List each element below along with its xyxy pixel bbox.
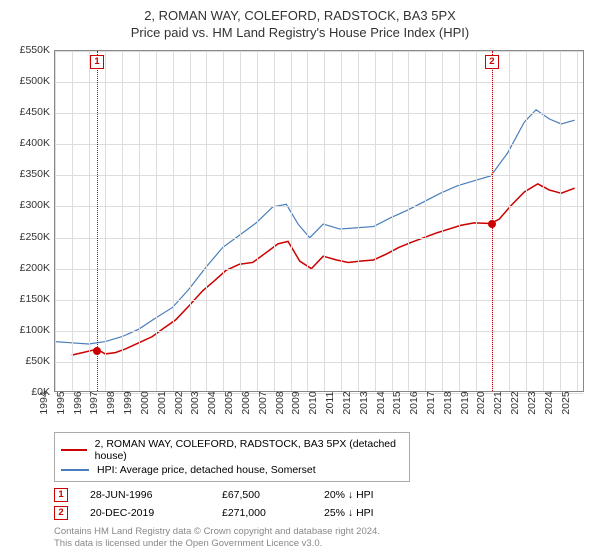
footnote-line: This data is licensed under the Open Gov… xyxy=(54,538,590,550)
sale-dot xyxy=(93,347,101,355)
gridline-v xyxy=(425,51,426,391)
sale-date: 20-DEC-2019 xyxy=(90,507,200,519)
x-tick-label: 2025 xyxy=(561,391,591,414)
sale-index-box: 1 xyxy=(90,55,104,69)
y-tick-label: £500K xyxy=(10,75,50,87)
gridline-h xyxy=(55,206,583,207)
gridline-v xyxy=(442,51,443,391)
gridline-v xyxy=(291,51,292,391)
gridline-v xyxy=(307,51,308,391)
sale-diff: 20% ↓ HPI xyxy=(324,489,424,501)
y-tick-label: £350K xyxy=(10,168,50,180)
y-tick-label: £450K xyxy=(10,106,50,118)
y-tick-label: £300K xyxy=(10,199,50,211)
gridline-h xyxy=(55,300,583,301)
gridline-v xyxy=(274,51,275,391)
gridline-h xyxy=(55,331,583,332)
sale-index-box: 2 xyxy=(485,55,499,69)
gridline-v xyxy=(89,51,90,391)
legend-swatch xyxy=(61,469,89,471)
gridline-v xyxy=(526,51,527,391)
legend-row: HPI: Average price, detached house, Some… xyxy=(61,463,403,477)
y-tick-label: £150K xyxy=(10,293,50,305)
gridline-v xyxy=(156,51,157,391)
gridline-v xyxy=(139,51,140,391)
sale-index: 2 xyxy=(54,506,68,520)
gridline-v xyxy=(392,51,393,391)
legend-label: HPI: Average price, detached house, Some… xyxy=(97,464,316,476)
sale-price: £67,500 xyxy=(222,489,302,501)
gridline-v xyxy=(324,51,325,391)
gridline-v xyxy=(476,51,477,391)
gridline-h xyxy=(55,238,583,239)
gridline-v xyxy=(408,51,409,391)
chart-container: 2, ROMAN WAY, COLEFORD, RADSTOCK, BA3 5P… xyxy=(0,0,600,560)
gridline-v xyxy=(206,51,207,391)
legend: 2, ROMAN WAY, COLEFORD, RADSTOCK, BA3 5P… xyxy=(54,432,410,482)
gridline-h xyxy=(55,269,583,270)
sale-index: 1 xyxy=(54,488,68,502)
sale-diff: 25% ↓ HPI xyxy=(324,507,424,519)
gridline-v xyxy=(560,51,561,391)
chart-subtitle: Price paid vs. HM Land Registry's House … xyxy=(10,25,590,40)
gridline-v xyxy=(577,51,578,391)
gridline-v xyxy=(105,51,106,391)
sale-price: £271,000 xyxy=(222,507,302,519)
gridline-v xyxy=(358,51,359,391)
gridline-v xyxy=(240,51,241,391)
sale-dot xyxy=(488,220,496,228)
footnote-line: Contains HM Land Registry data © Crown c… xyxy=(54,526,590,538)
sale-row: 2 20-DEC-2019 £271,000 25% ↓ HPI xyxy=(54,504,590,522)
y-tick-label: £400K xyxy=(10,137,50,149)
gridline-v xyxy=(341,51,342,391)
y-tick-label: £50K xyxy=(10,355,50,367)
gridline-v xyxy=(72,51,73,391)
gridline-v xyxy=(55,51,56,391)
chart-area: 12 £0K£50K£100K£150K£200K£250K£300K£350K… xyxy=(10,46,590,426)
gridline-h xyxy=(55,113,583,114)
gridline-v xyxy=(509,51,510,391)
sale-date: 28-JUN-1996 xyxy=(90,489,200,501)
chart-title: 2, ROMAN WAY, COLEFORD, RADSTOCK, BA3 5P… xyxy=(10,8,590,23)
legend-swatch xyxy=(61,449,87,451)
gridline-v xyxy=(257,51,258,391)
gridline-h xyxy=(55,51,583,52)
gridline-v xyxy=(375,51,376,391)
sale-row: 1 28-JUN-1996 £67,500 20% ↓ HPI xyxy=(54,486,590,504)
sale-vline xyxy=(97,51,98,391)
series-svg xyxy=(55,51,583,391)
plot-area: 12 xyxy=(54,50,584,392)
y-tick-label: £550K xyxy=(10,44,50,56)
legend-label: 2, ROMAN WAY, COLEFORD, RADSTOCK, BA3 5P… xyxy=(95,438,403,462)
gridline-v xyxy=(173,51,174,391)
gridline-v xyxy=(190,51,191,391)
sales-list: 1 28-JUN-1996 £67,500 20% ↓ HPI 2 20-DEC-2019… xyxy=(54,486,590,522)
gridline-h xyxy=(55,144,583,145)
y-tick-label: £100K xyxy=(10,324,50,336)
gridline-h xyxy=(55,82,583,83)
gridline-v xyxy=(223,51,224,391)
footnote: Contains HM Land Registry data © Crown c… xyxy=(54,526,590,550)
legend-row: 2, ROMAN WAY, COLEFORD, RADSTOCK, BA3 5P… xyxy=(61,437,403,463)
y-tick-label: £200K xyxy=(10,262,50,274)
gridline-v xyxy=(122,51,123,391)
gridline-v xyxy=(543,51,544,391)
y-tick-label: £250K xyxy=(10,231,50,243)
gridline-h xyxy=(55,175,583,176)
gridline-v xyxy=(459,51,460,391)
gridline-h xyxy=(55,362,583,363)
